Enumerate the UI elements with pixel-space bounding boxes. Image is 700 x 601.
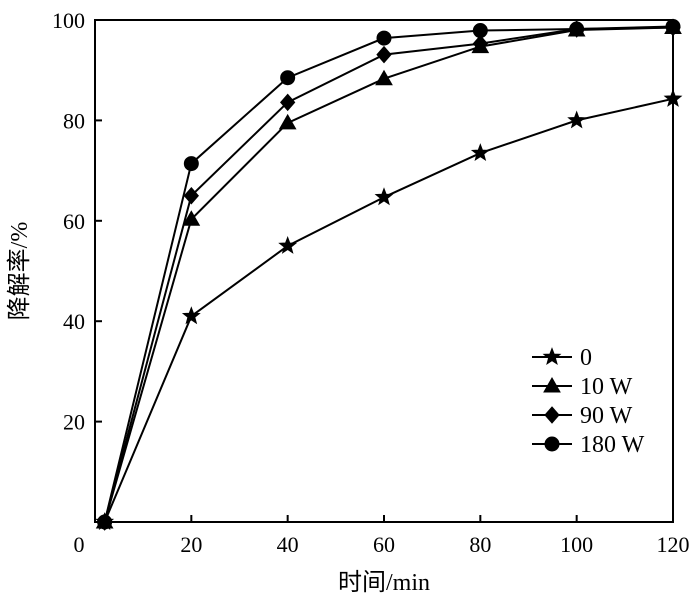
y-tick-label: 60 <box>63 209 85 234</box>
axes: 20 40 60 80 100 120 0 20 40 60 80 100 时间/min 降解率/% <box>6 8 690 596</box>
x-axis-title: 时间/min <box>338 569 430 596</box>
legend-marker <box>542 347 562 366</box>
data-point <box>375 69 393 86</box>
legend-marker <box>544 436 560 452</box>
data-point <box>567 110 587 129</box>
data-point <box>280 93 296 112</box>
data-point <box>181 306 201 325</box>
data-point <box>470 143 490 162</box>
data-point <box>97 514 113 530</box>
data-point <box>663 88 683 107</box>
series-0 <box>95 88 683 531</box>
data-point <box>472 34 488 53</box>
legend-item: 0 <box>532 345 592 371</box>
origin-tick-label: 0 <box>74 532 85 557</box>
data-point <box>278 235 298 254</box>
data-point <box>472 23 488 39</box>
legend-item: 180 W <box>532 432 645 458</box>
data-point <box>665 19 681 35</box>
data-point <box>278 113 297 130</box>
x-tick-label: 120 <box>657 532 690 557</box>
x-tick-label: 60 <box>373 532 395 557</box>
x-tick-label: 40 <box>277 532 299 557</box>
legend-label: 180 W <box>580 432 645 458</box>
y-tick-label: 40 <box>63 309 85 334</box>
data-point <box>183 156 199 172</box>
y-tick-label: 20 <box>63 410 85 435</box>
legend-marker <box>543 376 561 393</box>
legend-label: 90 W <box>580 403 633 429</box>
y-tick-label: 80 <box>63 108 85 133</box>
data-point <box>376 30 392 46</box>
data-point <box>374 187 394 206</box>
legend-item: 90 W <box>532 403 633 429</box>
legend-label: 0 <box>580 345 592 371</box>
legend: 0 10 W 90 W 180 W <box>532 345 645 458</box>
data-point <box>182 210 201 226</box>
data-point <box>569 21 585 37</box>
y-axis-title: 降解率/% <box>6 222 33 321</box>
series-3 <box>97 19 681 530</box>
legend-item: 10 W <box>532 374 633 400</box>
data-point <box>280 70 296 86</box>
legend-label: 10 W <box>580 374 633 400</box>
series-layer <box>95 18 683 531</box>
data-point <box>376 45 392 64</box>
x-tick-label: 100 <box>560 532 593 557</box>
x-tick-label: 80 <box>469 532 491 557</box>
legend-marker <box>544 406 560 424</box>
y-tick-label: 100 <box>52 8 85 33</box>
x-tick-label: 20 <box>180 532 202 557</box>
data-point <box>183 186 199 205</box>
